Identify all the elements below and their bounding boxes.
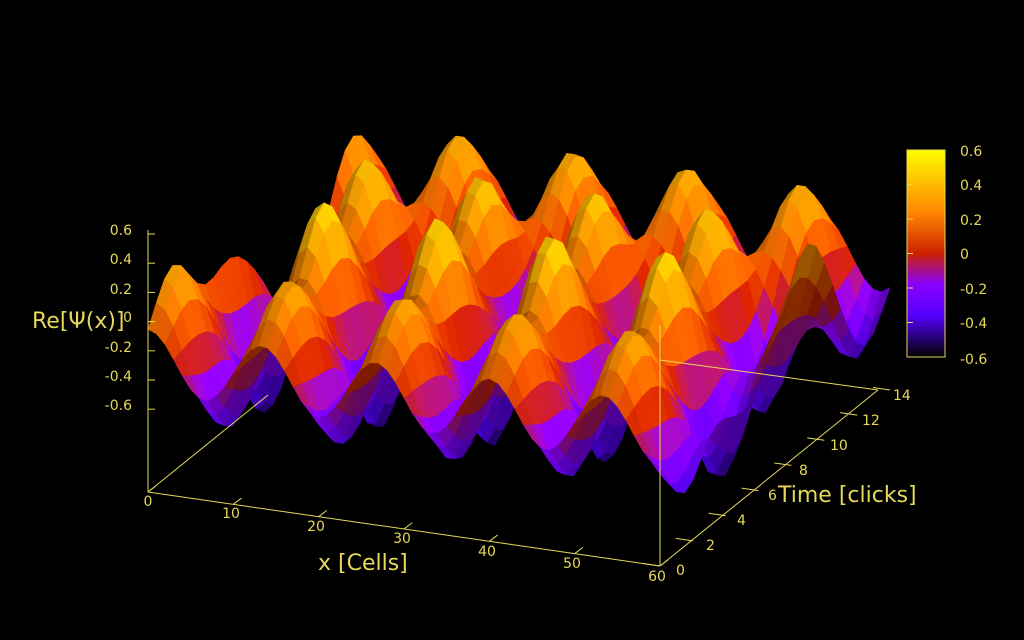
x-tick-label: 30: [393, 531, 411, 547]
colorbar: 0.6 0.4 0.2 0 -0.2 -0.4 -0.6: [906, 144, 987, 368]
colorbar-tick-label: 0.2: [960, 213, 982, 229]
y-tick-mark: [807, 437, 825, 441]
z-tick-label: 0: [123, 310, 132, 326]
x-tick-mark: [233, 497, 242, 505]
x-tick-mark: [574, 546, 584, 555]
x-tick-label: 60: [648, 569, 666, 585]
y-tick-mark: [741, 487, 759, 492]
x-tick-label: 20: [307, 519, 325, 535]
colorbar-tick-label: 0.6: [960, 144, 982, 160]
y-tick-label: 8: [799, 463, 808, 479]
y-tick-label: 2: [706, 538, 715, 554]
y-tick-mark: [642, 563, 661, 567]
x-tick-mark: [318, 509, 328, 518]
x-tick-mark: [403, 522, 413, 530]
y-tick-mark: [675, 537, 693, 542]
x-tick-label: 10: [222, 506, 240, 522]
y-floor-back: [147, 394, 269, 493]
z-tick-label: -0.4: [105, 369, 132, 385]
colorbar-tick-label: 0: [960, 247, 969, 263]
y-axis-line: [659, 389, 879, 567]
y-axis-title: Time [clicks]: [777, 483, 917, 508]
z-tick-label: 0.2: [110, 282, 132, 298]
colorbar-tick-label: -0.2: [960, 282, 987, 298]
surface-mesh: [147, 135, 891, 494]
y-tick-mark: [774, 462, 792, 466]
x-tick-mark: [147, 485, 157, 493]
x-tick-mark: [489, 534, 498, 542]
x-tick-labels: 0 10 20 30 40 50 60: [144, 494, 666, 585]
z-axis-title: Re[Ψ(x)]: [32, 309, 125, 334]
y-tick-labels: 0 2 4 6 8 10 12 14: [676, 388, 911, 579]
y-tick-label: 0: [676, 563, 685, 579]
z-tick-label: 0.6: [110, 223, 132, 239]
x-tick-mark: [659, 559, 669, 567]
z-tick-label: 0.4: [110, 252, 132, 268]
colorbar-gradient: [906, 149, 946, 358]
y-tick-label: 10: [830, 438, 848, 454]
y-tick-label: 12: [862, 413, 880, 429]
x-axis-title: x [Cells]: [318, 551, 408, 576]
x-tick-label: 40: [478, 544, 496, 560]
x-tick-label: 50: [563, 556, 581, 572]
colorbar-tick-label: -0.6: [960, 352, 987, 368]
y-tick-mark: [872, 387, 891, 391]
colorbar-tick-marks: [907, 149, 913, 358]
x-tick-label: 0: [144, 494, 153, 510]
y-tick-mark: [708, 512, 726, 517]
y-tick-label: 14: [893, 388, 911, 404]
y-tick-label: 4: [737, 513, 746, 529]
colorbar-tick-label: -0.4: [960, 316, 987, 332]
y-tick-mark: [840, 412, 858, 416]
tick-marks: [147, 233, 891, 567]
back-y-line: [659, 359, 879, 391]
z-tick-label: -0.2: [105, 340, 132, 356]
z-tick-label: -0.6: [105, 398, 132, 414]
colorbar-tick-label: 0.4: [960, 178, 982, 194]
z-tick-labels: 0.6 0.4 0.2 0 -0.2 -0.4 -0.6: [105, 223, 132, 414]
y-tick-label: 6: [768, 488, 777, 504]
